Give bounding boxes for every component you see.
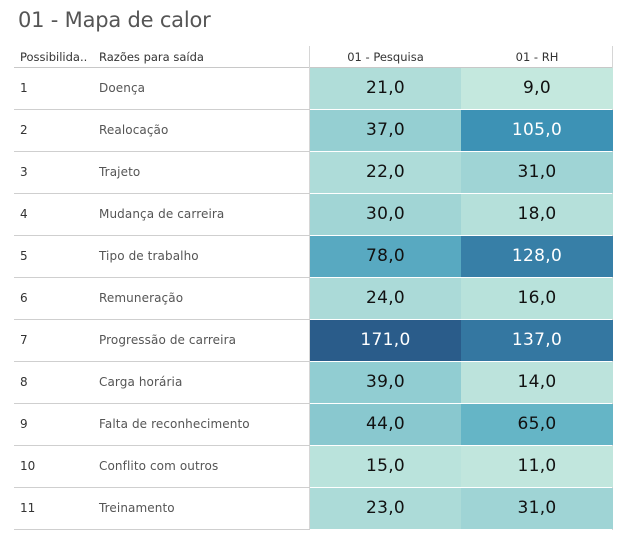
header-razoes[interactable]: Razões para saída xyxy=(99,50,204,64)
heat-cell-pesquisa[interactable]: 21,0 xyxy=(310,68,461,109)
table-row[interactable]: 8 Carga horária 39,0 14,0 xyxy=(0,362,631,404)
row-reason: Treinamento xyxy=(99,501,175,515)
row-divider xyxy=(14,445,310,446)
heat-cell-rh[interactable]: 9,0 xyxy=(461,68,613,109)
row-id: 2 xyxy=(20,123,28,137)
table-row[interactable]: 1 Doença 21,0 9,0 xyxy=(0,68,631,110)
table-row[interactable]: 7 Progressão de carreira 171,0 137,0 xyxy=(0,320,631,362)
heat-cell-pesquisa[interactable]: 78,0 xyxy=(310,236,461,277)
heat-cell-rh[interactable]: 31,0 xyxy=(461,488,613,529)
table-row[interactable]: 2 Realocação 37,0 105,0 xyxy=(0,110,631,152)
row-id: 1 xyxy=(20,81,28,95)
heat-cell-pesquisa[interactable]: 37,0 xyxy=(310,110,461,151)
row-reason: Doença xyxy=(99,81,146,95)
table-row[interactable]: 11 Treinamento 23,0 31,0 xyxy=(0,488,631,530)
heat-cell-pesquisa[interactable]: 44,0 xyxy=(310,404,461,445)
row-divider xyxy=(14,235,310,236)
row-divider xyxy=(14,277,310,278)
row-divider xyxy=(14,319,310,320)
row-divider xyxy=(14,109,310,110)
header-rh[interactable]: 01 - RH xyxy=(515,50,559,64)
table-row[interactable]: 9 Falta de reconhecimento 44,0 65,0 xyxy=(0,404,631,446)
row-divider xyxy=(14,529,310,530)
row-divider xyxy=(14,361,310,362)
heat-cell-rh[interactable]: 105,0 xyxy=(461,110,613,151)
header-possibilidade[interactable]: Possibilida.. xyxy=(20,50,88,64)
row-reason: Carga horária xyxy=(99,375,183,389)
heat-cell-rh[interactable]: 16,0 xyxy=(461,278,613,319)
heat-cell-pesquisa[interactable]: 39,0 xyxy=(310,362,461,403)
heat-cell-rh[interactable]: 128,0 xyxy=(461,236,613,277)
heat-cell-pesquisa[interactable]: 23,0 xyxy=(310,488,461,529)
heat-cell-rh[interactable]: 65,0 xyxy=(461,404,613,445)
table-row[interactable]: 6 Remuneração 24,0 16,0 xyxy=(0,278,631,320)
heat-cell-pesquisa[interactable]: 24,0 xyxy=(310,278,461,319)
table-row[interactable]: 5 Tipo de trabalho 78,0 128,0 xyxy=(0,236,631,278)
table-row[interactable]: 3 Trajeto 22,0 31,0 xyxy=(0,152,631,194)
row-id: 11 xyxy=(20,501,36,515)
row-reason: Tipo de trabalho xyxy=(99,249,199,263)
row-id: 10 xyxy=(20,459,36,473)
row-divider xyxy=(14,403,310,404)
column-divider xyxy=(309,46,310,530)
row-reason: Progressão de carreira xyxy=(99,333,237,347)
heat-cell-pesquisa[interactable]: 15,0 xyxy=(310,446,461,487)
row-id: 5 xyxy=(20,249,28,263)
heat-cell-pesquisa[interactable]: 22,0 xyxy=(310,152,461,193)
heat-cell-rh[interactable]: 14,0 xyxy=(461,362,613,403)
heat-cell-rh[interactable]: 18,0 xyxy=(461,194,613,235)
row-reason: Conflito com outros xyxy=(99,459,219,473)
heat-cell-rh[interactable]: 31,0 xyxy=(461,152,613,193)
row-reason: Falta de reconhecimento xyxy=(99,417,250,431)
row-divider xyxy=(14,193,310,194)
row-id: 7 xyxy=(20,333,28,347)
table-row[interactable]: 10 Conflito com outros 15,0 11,0 xyxy=(0,446,631,488)
heat-cell-pesquisa[interactable]: 171,0 xyxy=(310,320,461,361)
row-reason: Realocação xyxy=(99,123,169,137)
heat-cell-rh[interactable]: 11,0 xyxy=(461,446,613,487)
row-divider xyxy=(14,151,310,152)
row-divider xyxy=(14,487,310,488)
row-reason: Remuneração xyxy=(99,291,184,305)
header-pesquisa[interactable]: 01 - Pesquisa xyxy=(347,50,424,64)
row-id: 3 xyxy=(20,165,28,179)
heat-cell-rh[interactable]: 137,0 xyxy=(461,320,613,361)
heat-cell-pesquisa[interactable]: 30,0 xyxy=(310,194,461,235)
table-row[interactable]: 4 Mudança de carreira 30,0 18,0 xyxy=(0,194,631,236)
header-divider xyxy=(14,67,613,68)
row-id: 9 xyxy=(20,417,28,431)
row-id: 4 xyxy=(20,207,28,221)
row-reason: Mudança de carreira xyxy=(99,207,225,221)
page-title: 01 - Mapa de calor xyxy=(18,8,211,32)
row-reason: Trajeto xyxy=(99,165,141,179)
row-id: 8 xyxy=(20,375,28,389)
row-id: 6 xyxy=(20,291,28,305)
